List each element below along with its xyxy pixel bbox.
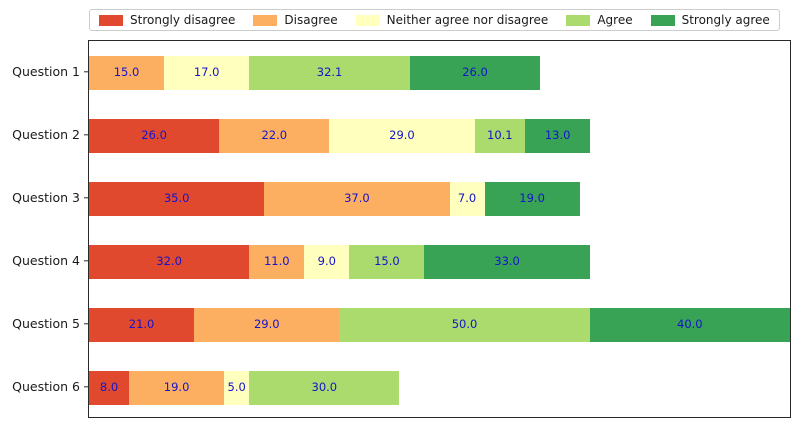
legend-swatch-icon	[650, 14, 675, 26]
bar-value-label: 40.0	[677, 316, 703, 331]
bar-value-label: 22.0	[261, 127, 288, 142]
bar-value-label: 32.1	[316, 64, 343, 79]
bar-segment: 26.0	[409, 55, 541, 90]
bar-value-label: 32.0	[156, 253, 182, 268]
legend-swatch-icon	[355, 14, 380, 26]
legend-label: Disagree	[284, 13, 338, 27]
bar-row: 15.0 17.0 32.1 26.0	[89, 55, 790, 90]
y-axis-tick-mark	[84, 196, 88, 199]
bar-segment: 50.0	[339, 307, 590, 342]
legend-swatch-icon	[99, 14, 123, 26]
legend-label: Neither agree nor disagree	[386, 13, 549, 27]
bar-value-label: 21.0	[128, 316, 155, 331]
bar-segment: 15.0	[349, 244, 425, 279]
legend-label: Strongly agree	[681, 13, 770, 27]
bar-row: 8.0 19.0 5.0 30.0	[89, 370, 790, 405]
bar-segment: 40.0	[589, 307, 790, 342]
bar-segment: 10.1	[474, 118, 526, 153]
bar-segment: 19.0	[129, 370, 225, 405]
y-axis-tick-label: Question 4	[12, 252, 80, 268]
bar-segment: 15.0	[89, 55, 165, 90]
bar-value-label: 35.0	[163, 190, 190, 205]
bar-value-label: 26.0	[141, 127, 167, 142]
bar-segment: 33.0	[424, 244, 590, 279]
bar-segment: 32.0	[89, 244, 250, 279]
legend: Strongly disagree Disagree Neither agree n…	[89, 9, 780, 31]
y-axis-tick-label: Question 2	[12, 126, 80, 142]
bar-value-label: 13.0	[544, 127, 571, 142]
bar-segment: 13.0	[525, 118, 591, 153]
bar-value-label: 10.1	[487, 127, 513, 142]
legend-item: Disagree	[253, 13, 338, 27]
bar-value-label: 15.0	[374, 253, 400, 268]
bar-value-label: 19.0	[519, 190, 545, 205]
bar-value-label: 17.0	[193, 64, 220, 79]
bar-segment: 8.0	[89, 370, 130, 405]
bar-segment: 9.0	[304, 244, 350, 279]
bar-segment: 5.0	[224, 370, 250, 405]
y-axis-tick-label: Question 5	[12, 315, 80, 331]
bar-value-label: 9.0	[317, 253, 336, 268]
bar-value-label: 37.0	[344, 190, 370, 205]
y-axis-tick-label: Question 1	[12, 63, 80, 79]
bar-segment: 19.0	[484, 181, 580, 216]
bar-value-label: 30.0	[311, 379, 338, 394]
bar-segment: 26.0	[89, 118, 220, 153]
bar-segment: 21.0	[89, 307, 195, 342]
y-axis-tick-mark	[84, 385, 88, 388]
y-axis-tick-mark	[84, 259, 88, 262]
legend-swatch-icon	[566, 14, 591, 26]
legend-swatch-icon	[253, 14, 278, 26]
bar-row: 26.0 22.0 29.0 10.1 13.0	[89, 118, 790, 153]
bar-value-label: 5.0	[227, 379, 246, 394]
bar-value-label: 50.0	[451, 316, 478, 331]
y-axis-tick-mark	[84, 70, 88, 73]
legend-item: Strongly agree	[650, 13, 770, 27]
bar-row: 35.0 37.0 7.0 19.0	[89, 181, 790, 216]
bar-segment: 32.1	[249, 55, 410, 90]
legend-label: Agree	[597, 13, 633, 27]
bar-segment: 11.0	[249, 244, 305, 279]
bar-row: 32.0 11.0 9.0 15.0 33.0	[89, 244, 790, 279]
bar-value-label: 11.0	[263, 253, 290, 268]
bar-value-label: 33.0	[494, 253, 520, 268]
legend-item: Agree	[566, 13, 633, 27]
y-axis-tick-label: Question 3	[12, 189, 80, 205]
bar-value-label: 19.0	[163, 379, 190, 394]
y-axis-tick-mark	[84, 322, 88, 325]
bar-value-label: 26.0	[462, 64, 488, 79]
bar-value-label: 8.0	[99, 379, 119, 394]
bar-value-label: 29.0	[389, 127, 415, 142]
bar-segment: 29.0	[194, 307, 340, 342]
bar-segment: 29.0	[329, 118, 475, 153]
bar-value-label: 15.0	[113, 64, 140, 79]
bar-value-label: 7.0	[457, 190, 477, 205]
plot-area: 15.0 17.0 32.1 26.0 26.0 22.0 29.0 10.1 13.0 35.0…	[88, 40, 791, 418]
bar-segment: 22.0	[219, 118, 330, 153]
y-axis-tick-mark	[84, 133, 88, 136]
legend-item: Neither agree nor disagree	[355, 13, 549, 27]
legend-item: Strongly disagree	[99, 14, 235, 26]
legend-label: Strongly disagree	[130, 13, 236, 27]
bar-segment: 17.0	[164, 55, 250, 90]
bar-segment: 35.0	[89, 181, 265, 216]
bar-value-label: 29.0	[253, 316, 280, 331]
bar-segment: 7.0	[449, 181, 485, 216]
bar-row: 21.0 29.0 50.0 40.0	[89, 307, 790, 342]
bar-segment: 37.0	[264, 181, 450, 216]
bar-segment: 30.0	[249, 370, 400, 405]
y-axis-tick-label: Question 6	[12, 378, 80, 394]
